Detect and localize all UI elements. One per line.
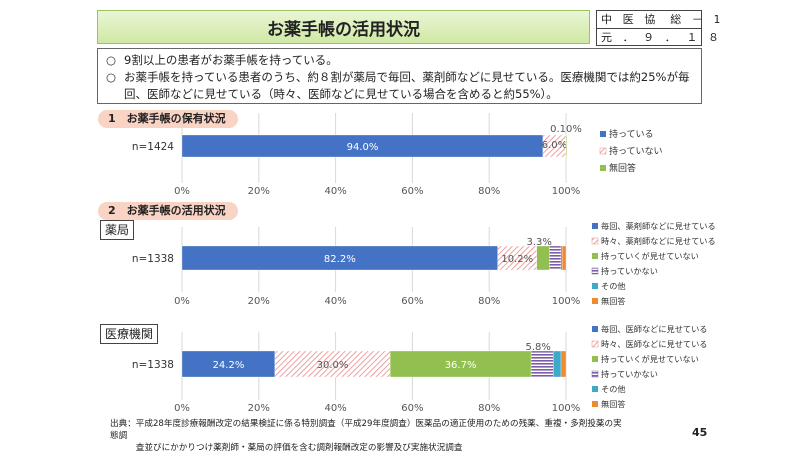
x-tick-label: 0% [174, 186, 190, 197]
legend-label: 持っていない [609, 145, 663, 157]
x-tick-label: 80% [478, 186, 500, 197]
legend-label: 持っている [609, 128, 654, 140]
x-tick-label: 100% [552, 403, 581, 414]
data-label: 3.3% [526, 237, 551, 248]
category-label: n=1338 [132, 359, 174, 371]
source-line: 出典：平成28年度診療報酬改定の結果検証に係る特別調査（平成29年度調査）医薬品… [110, 419, 622, 441]
legend-label: 持っていくが見せていない [601, 354, 699, 364]
summary-bullet: ○ [106, 53, 117, 67]
x-tick-label: 20% [248, 186, 270, 197]
legend-swatch [592, 283, 598, 289]
data-label: 36.7% [445, 360, 477, 371]
summary-text: 9割以上の患者がお薬手帳を持っている。 [124, 53, 338, 67]
data-label: 94.0% [347, 142, 379, 153]
legend-swatch [592, 386, 598, 392]
x-tick-label: 60% [401, 186, 423, 197]
bar-segment [560, 350, 567, 378]
data-label: 0.10% [550, 124, 582, 135]
summary-item: ○ 9割以上の患者がお薬手帳を持っている。 [106, 52, 693, 69]
section-heading-ownership: 1 お薬手帳の保有状況 [98, 110, 238, 128]
data-label: 30.0% [317, 360, 349, 371]
page-title: お薬手帳の活用状況 [97, 10, 590, 44]
x-tick-label: 60% [401, 403, 423, 414]
legend-swatch [591, 237, 599, 245]
legend-label: 無回答 [601, 399, 626, 409]
legend-label: 持っていかない [601, 369, 658, 379]
data-label: 82.2% [324, 254, 356, 265]
bar-segment [497, 245, 537, 271]
category-label: n=1338 [132, 253, 174, 265]
x-tick-label: 20% [248, 296, 270, 307]
bar-segment [562, 245, 567, 271]
legend-swatch [592, 326, 598, 332]
bar-segment [553, 350, 562, 378]
x-tick-label: 80% [478, 296, 500, 307]
bar-segment [560, 245, 563, 271]
data-label: 6.0% [542, 140, 567, 151]
legend-swatch [592, 253, 598, 259]
legend-swatch [600, 165, 606, 171]
page-title-text: お薬手帳の活用状況 [267, 19, 420, 40]
bar-segment [530, 350, 554, 378]
legend-label: その他 [601, 384, 626, 394]
legend-label: 毎回、薬剤師などに見せている [601, 221, 716, 231]
legend-swatch [591, 340, 599, 348]
bar-segment [181, 245, 498, 271]
summary-item: ○ お薬手帳を持っている患者のうち、約８割が薬局で毎回、薬剤師などに見せている。… [106, 69, 693, 103]
x-tick-label: 40% [324, 186, 346, 197]
legend-swatch [600, 131, 606, 137]
bar-segment [565, 134, 567, 158]
category-label: n=1424 [132, 141, 174, 153]
data-label: 5.8% [525, 342, 550, 353]
page-number: 45 [692, 426, 708, 439]
legend-swatch [591, 370, 599, 378]
bar-segment [536, 245, 550, 271]
x-tick-label: 100% [552, 296, 581, 307]
source-line: 査並びにかかりつけ薬剤師・薬局の評価を含む調剤報酬改定の影響及び実施状況調査 [110, 443, 463, 453]
reference-line-2: 元 ． ９ ． １ ８ [597, 28, 719, 46]
legend-swatch [592, 223, 598, 229]
legend-swatch [599, 147, 607, 155]
legend-swatch [592, 298, 598, 304]
legend-swatch [592, 356, 598, 362]
summary-bullet: ○ [106, 70, 117, 84]
reference-line-1: 中 医 協 総 － 1 [601, 13, 723, 26]
x-tick-label: 60% [401, 296, 423, 307]
document-reference-box: 中 医 協 総 － 1 元 ． ９ ． １ ８ [596, 10, 723, 46]
source-citation: 出典：平成28年度診療報酬改定の結果検証に係る特別調査（平成29年度調査）医薬品… [110, 418, 630, 454]
legend-label: その他 [601, 281, 626, 291]
legend-label: 無回答 [601, 296, 626, 306]
legend-label: 時々、医師などに見せている [601, 339, 707, 349]
section-heading-usage: 2 お薬手帳の活用状況 [98, 202, 238, 220]
legend-label: 持っていかない [601, 266, 658, 276]
legend-label: 無回答 [609, 162, 636, 174]
x-tick-label: 40% [324, 296, 346, 307]
x-tick-label: 80% [478, 403, 500, 414]
legend-label: 毎回、医師などに見せている [601, 324, 707, 334]
bar-segment [389, 350, 532, 378]
x-tick-label: 0% [174, 403, 190, 414]
bar-segment [549, 245, 562, 271]
x-tick-label: 0% [174, 296, 190, 307]
legend-swatch [592, 401, 598, 407]
legend-swatch [591, 267, 599, 275]
x-tick-label: 100% [552, 186, 581, 197]
pharmacy-label: 薬局 [100, 220, 135, 240]
summary-box: ○ 9割以上の患者がお薬手帳を持っている。 ○ お薬手帳を持っている患者のうち、… [97, 48, 702, 104]
clinic-label: 医療機関 [100, 324, 159, 344]
x-tick-label: 40% [324, 403, 346, 414]
x-tick-label: 20% [248, 403, 270, 414]
legend-label: 時々、薬剤師などに見せている [601, 236, 716, 246]
summary-text: お薬手帳を持っている患者のうち、約８割が薬局で毎回、薬剤師などに見せている。医療… [124, 70, 690, 101]
data-label: 24.2% [213, 360, 245, 371]
data-label: 10.2% [501, 254, 533, 265]
legend-label: 持っていくが見せていない [601, 251, 699, 261]
